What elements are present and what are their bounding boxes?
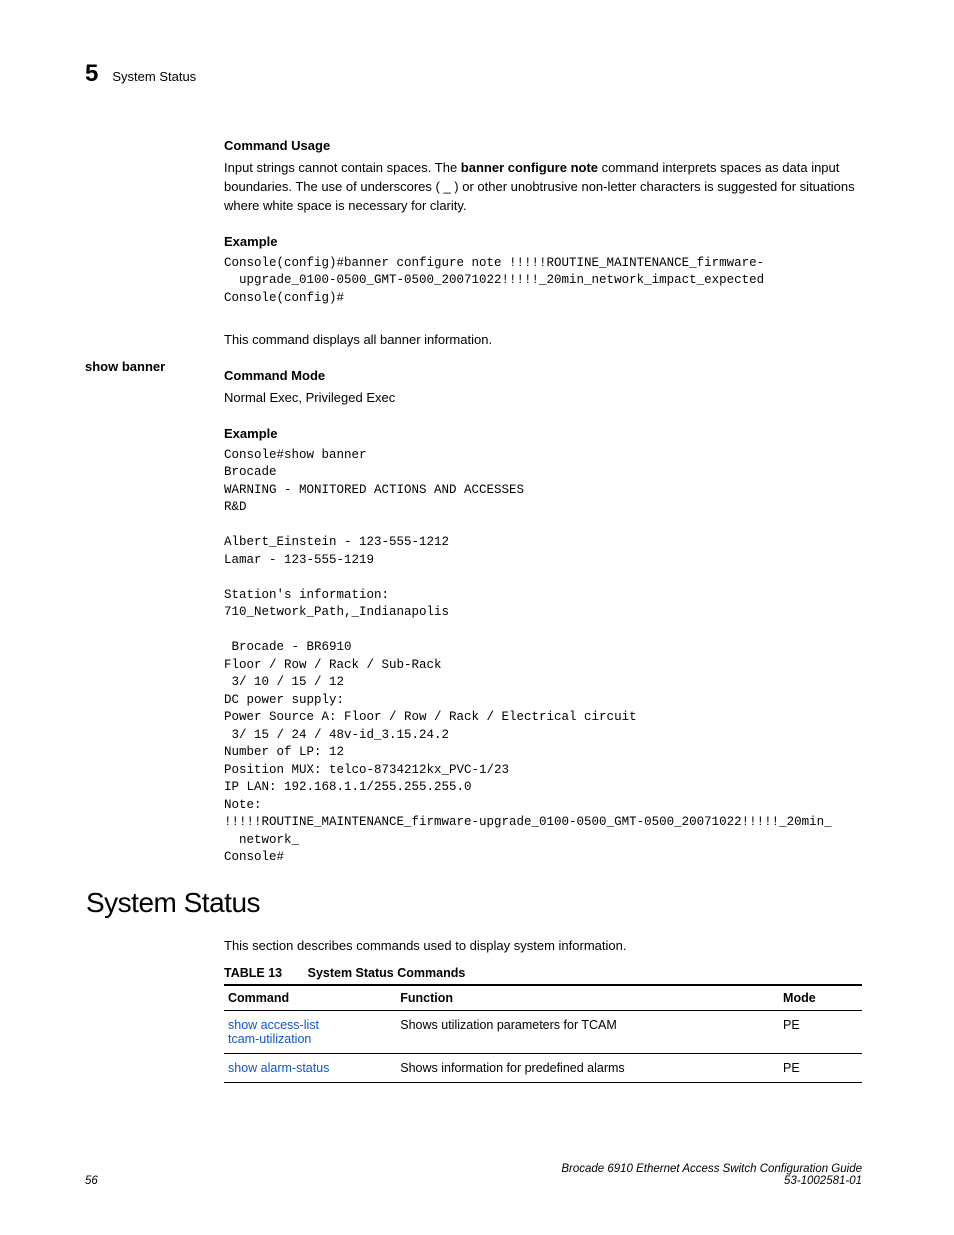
table-caption: TABLE 13 System Status Commands — [224, 966, 862, 980]
col-command: Command — [224, 985, 396, 1011]
table-row: show access-list tcam-utilization Shows … — [224, 1010, 862, 1053]
page-header: 5 System Status — [85, 60, 196, 88]
table-caption-text: System Status Commands — [308, 966, 466, 980]
cell-command: show alarm-status — [224, 1053, 396, 1082]
col-function: Function — [396, 985, 779, 1011]
command-link[interactable]: show access-list — [228, 1018, 319, 1032]
command-link[interactable]: tcam-utilization — [228, 1032, 311, 1046]
example-heading: Example — [224, 234, 862, 249]
text-fragment: Input strings cannot contain spaces. The — [224, 160, 461, 175]
command-usage-heading: Command Usage — [224, 138, 862, 153]
example2-heading: Example — [224, 426, 862, 441]
page-footer: 56 Brocade 6910 Ethernet Access Switch C… — [85, 1163, 862, 1187]
chapter-number: 5 — [85, 60, 98, 88]
command-mode-heading: Command Mode — [224, 368, 862, 383]
cell-command: show access-list tcam-utilization — [224, 1010, 396, 1053]
cell-mode: PE — [779, 1010, 862, 1053]
footer-right: Brocade 6910 Ethernet Access Switch Conf… — [561, 1163, 862, 1187]
section-title-system-status: System Status — [86, 887, 862, 919]
footer-book-title: Brocade 6910 Ethernet Access Switch Conf… — [561, 1163, 862, 1175]
table-label: TABLE 13 — [224, 966, 282, 980]
command-link[interactable]: show alarm-status — [228, 1061, 329, 1075]
cell-mode: PE — [779, 1053, 862, 1082]
page-number: 56 — [85, 1175, 98, 1187]
example1-code: Console(config)#banner configure note !!… — [224, 255, 862, 308]
col-mode: Mode — [779, 985, 862, 1011]
content-column: Command Usage Input strings cannot conta… — [224, 138, 862, 1083]
table-row: show alarm-status Shows information for … — [224, 1053, 862, 1082]
system-status-intro: This section describes commands used to … — [224, 937, 862, 956]
table-header-row: Command Function Mode — [224, 985, 862, 1011]
command-usage-text: Input strings cannot contain spaces. The… — [224, 159, 862, 216]
bold-command-name: banner configure note — [461, 160, 598, 175]
system-status-commands-table: Command Function Mode show access-list t… — [224, 984, 862, 1083]
sidebar-command-label: show banner — [85, 359, 165, 374]
example2-code: Console#show banner Brocade WARNING - MO… — [224, 447, 862, 867]
cell-function: Shows utilization parameters for TCAM — [396, 1010, 779, 1053]
show-banner-intro: This command displays all banner informa… — [224, 331, 862, 350]
command-mode-text: Normal Exec, Privileged Exec — [224, 389, 862, 408]
footer-doc-number: 53-1002581-01 — [784, 1175, 862, 1187]
header-title: System Status — [112, 69, 196, 84]
cell-function: Shows information for predefined alarms — [396, 1053, 779, 1082]
